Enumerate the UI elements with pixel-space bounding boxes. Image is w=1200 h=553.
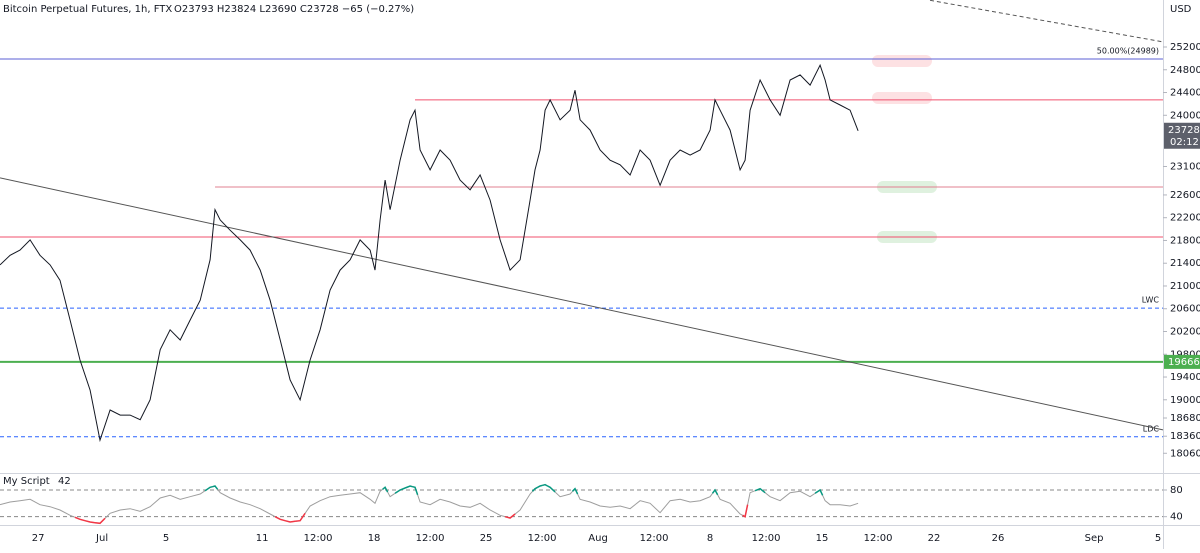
highlight-segment xyxy=(754,487,766,494)
highlight-segment xyxy=(571,487,579,495)
y-tick-label: 80 xyxy=(1170,485,1183,496)
highlight-segment xyxy=(531,486,538,492)
series-line xyxy=(0,63,859,443)
highlight-segment xyxy=(295,512,306,523)
highlight-segment xyxy=(212,485,219,490)
trend-line xyxy=(929,0,1164,43)
last-price-box xyxy=(1164,122,1200,149)
highlight-segment xyxy=(74,516,86,522)
ohlc: O23793 H23824 L23690 C23728 −65 (−0.27%) xyxy=(174,4,414,15)
series-line xyxy=(0,484,859,524)
highlight-segment xyxy=(274,516,286,522)
x-tick-label: 15 xyxy=(816,533,829,544)
y-tick-label: 40 xyxy=(1170,512,1183,523)
x-tick-label: Aug xyxy=(588,533,608,544)
level-axis-box xyxy=(1164,354,1200,369)
x-tick-label: 25 xyxy=(480,533,493,544)
highlight-segment xyxy=(504,513,516,519)
x-tick-label: 22 xyxy=(928,533,941,544)
last-price-label: 23728 xyxy=(1168,125,1200,136)
highlight-segment xyxy=(382,486,389,493)
y-tick-label: 23100 xyxy=(1170,161,1200,172)
y-tick-label: 24800 xyxy=(1170,65,1200,76)
x-tick-label: 18 xyxy=(368,533,381,544)
level-label: 50.00%(24989) xyxy=(1097,47,1159,56)
x-tick-label: 11 xyxy=(256,533,269,544)
x-tick-label: 8 xyxy=(707,533,713,544)
y-tick-label: 19800 xyxy=(1170,349,1200,360)
highlight-segment xyxy=(742,504,749,518)
trend-line xyxy=(0,177,1164,431)
indicator-param: 42 xyxy=(58,476,71,487)
y-tick-label: 21800 xyxy=(1170,235,1200,246)
x-tick-label: 5 xyxy=(163,533,169,544)
highlight-segment xyxy=(284,519,296,523)
x-tick-label: 12:00 xyxy=(528,533,557,544)
highlight-segment xyxy=(542,483,548,487)
level-label: LWC xyxy=(1142,296,1160,305)
y-tick-label: 19400 xyxy=(1170,372,1200,383)
x-tick-label: 12:00 xyxy=(752,533,781,544)
y-tick-label: 18360 xyxy=(1170,431,1200,442)
y-tick-label: 19000 xyxy=(1170,395,1200,406)
x-tick-label: 12:00 xyxy=(864,533,893,544)
highlight-segment xyxy=(204,485,213,492)
chart-title: Bitcoin Perpetual Futures, 1h, FTX xyxy=(3,4,172,15)
y-tick-label: 25200 xyxy=(1170,42,1200,53)
highlight-segment xyxy=(94,517,106,525)
indicator-title: My Script xyxy=(3,476,50,487)
level-axis-label: 19666 xyxy=(1168,357,1200,368)
y-tick-label: 22600 xyxy=(1170,190,1200,201)
highlight-segment xyxy=(537,484,543,488)
y-tick-label: 18060 xyxy=(1170,448,1200,459)
highlight-segment xyxy=(394,487,406,494)
highlight-segment xyxy=(547,485,556,493)
x-tick-label: 26 xyxy=(992,533,1005,544)
x-tick-label: Jul xyxy=(95,533,108,544)
highlight-segment xyxy=(404,485,413,489)
y-tick-label: 20600 xyxy=(1170,304,1200,315)
zone xyxy=(872,55,932,67)
highlight-segment xyxy=(84,519,96,524)
highlight-segment xyxy=(412,485,419,495)
x-tick-label: 5 xyxy=(1155,533,1161,544)
highlight-segment xyxy=(711,488,719,496)
highlight-segment xyxy=(814,488,824,496)
y-tick-label: 21400 xyxy=(1170,258,1200,269)
y-tick-label: 22200 xyxy=(1170,213,1200,224)
zone xyxy=(872,92,932,104)
x-tick-label: 12:00 xyxy=(640,533,669,544)
y-tick-label: 21000 xyxy=(1170,281,1200,292)
level-label: LDC xyxy=(1143,424,1160,433)
x-tick-label: 27 xyxy=(32,533,45,544)
y-tick-label: 20200 xyxy=(1170,327,1200,338)
currency: USD xyxy=(1170,4,1192,15)
y-tick-label: 24000 xyxy=(1170,110,1200,121)
y-tick-label: 24400 xyxy=(1170,88,1200,99)
x-tick-label: 12:00 xyxy=(304,533,333,544)
y-tick-label: 18680 xyxy=(1170,413,1200,424)
countdown-label: 02:12 xyxy=(1170,137,1199,148)
x-tick-label: Sep xyxy=(1085,533,1104,544)
x-tick-label: 12:00 xyxy=(416,533,445,544)
